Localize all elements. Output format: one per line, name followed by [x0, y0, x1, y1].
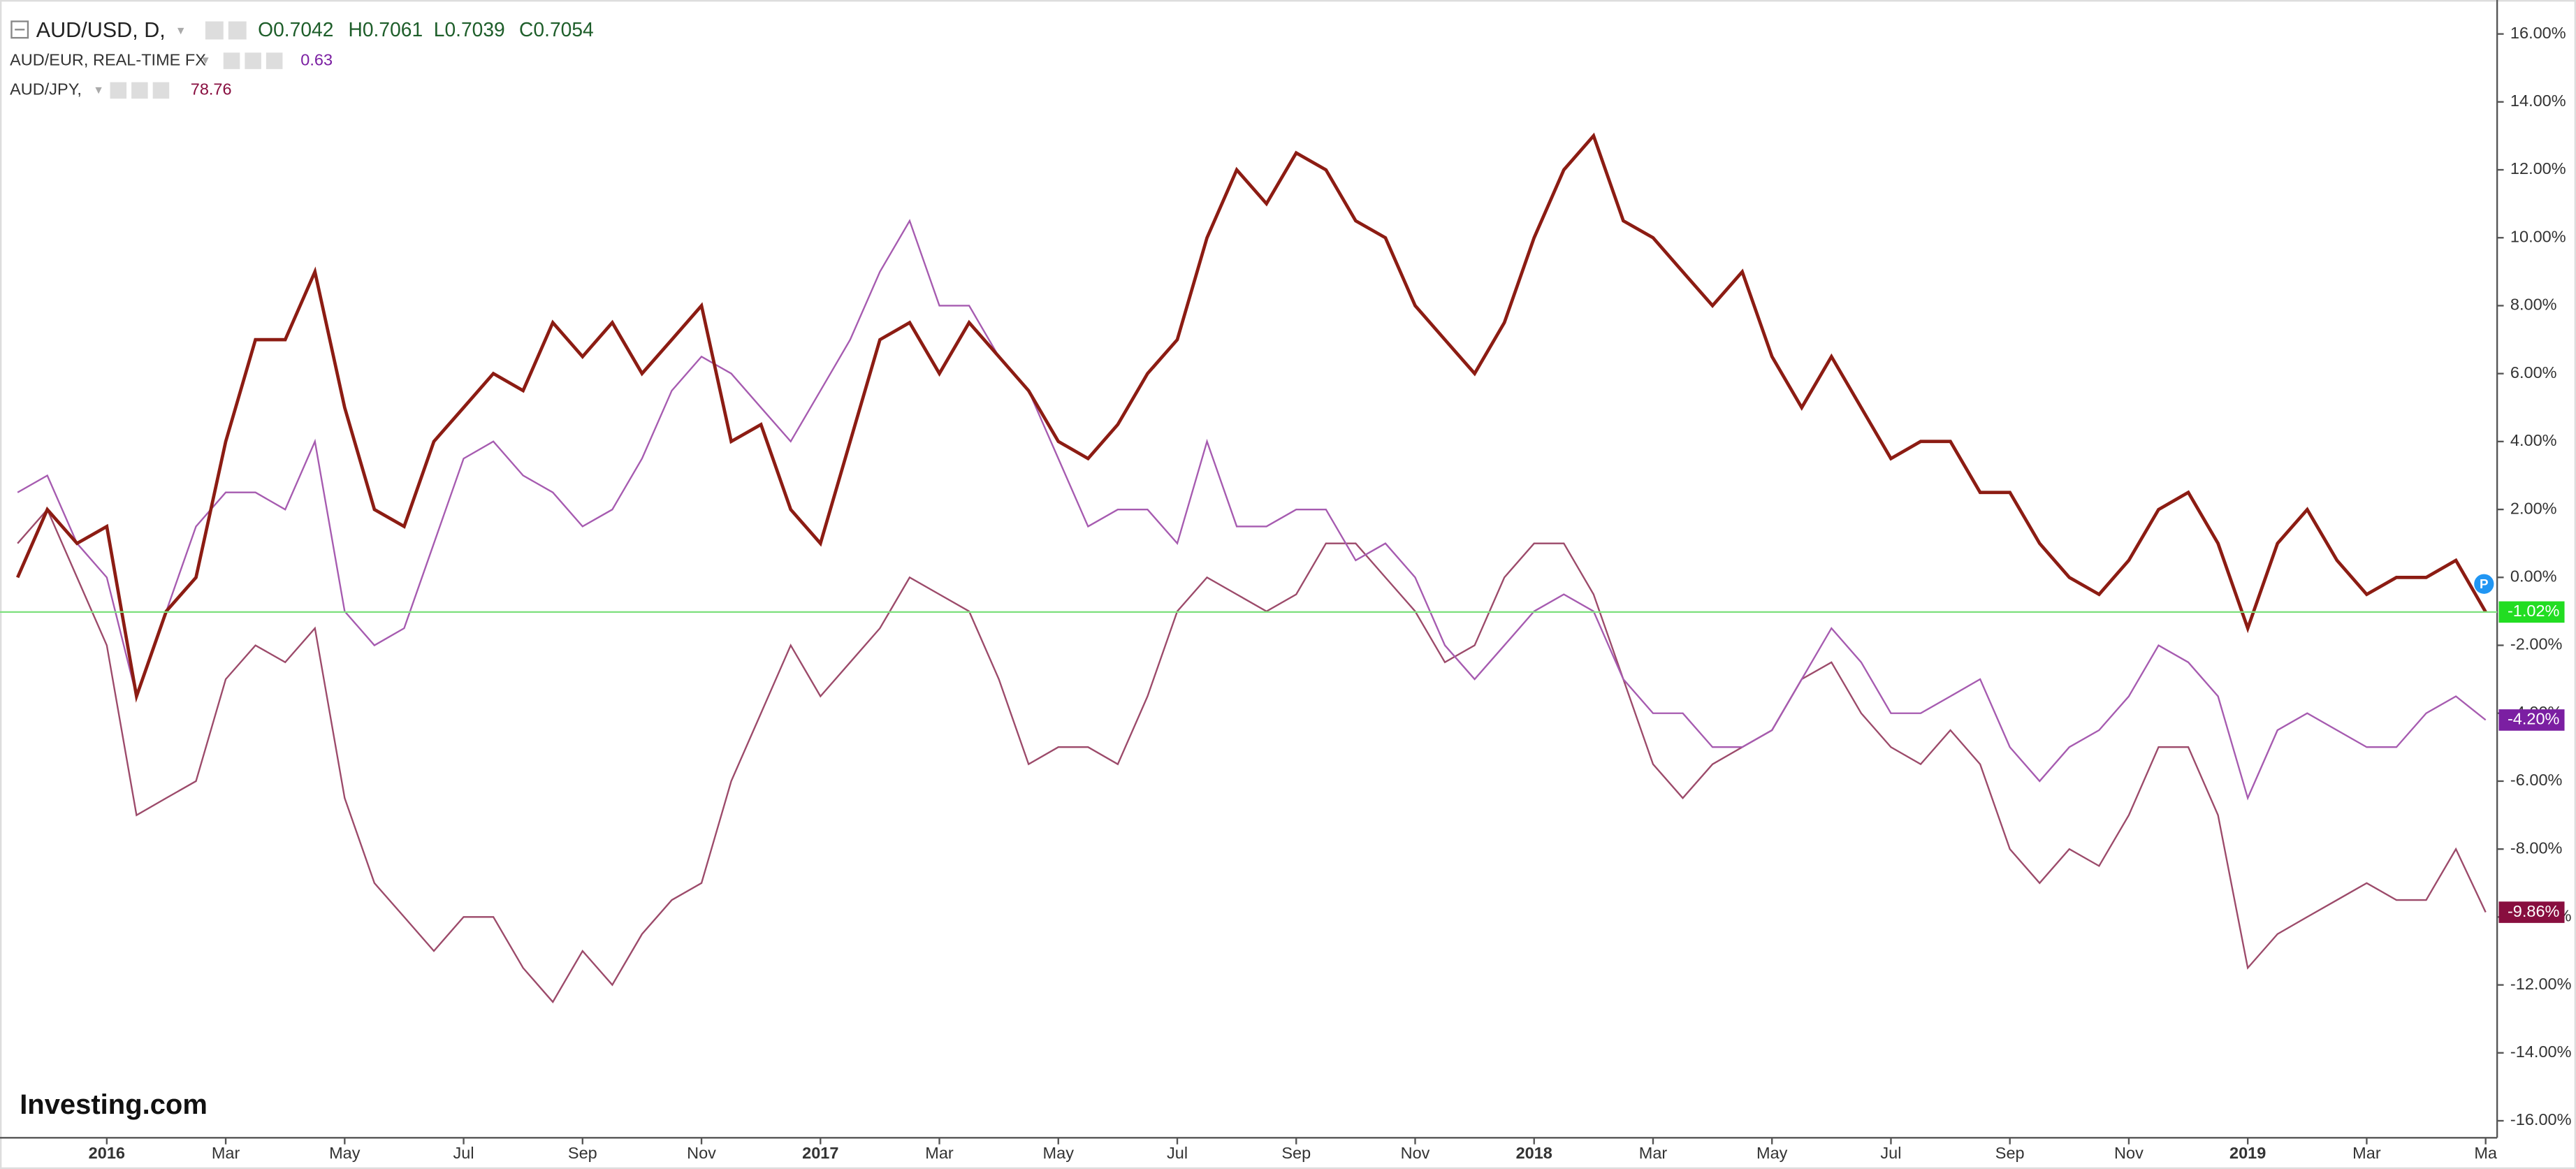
series-line	[17, 508, 2487, 1003]
ohlc-label: H0.7061	[348, 18, 423, 41]
y-tick-label: 6.00%	[2510, 363, 2557, 382]
collapse-icon[interactable]	[10, 20, 29, 39]
settings-icon[interactable]	[265, 52, 283, 69]
x-tick-label: 2019	[2229, 1144, 2266, 1162]
legend-quote: 78.76	[191, 80, 232, 99]
settings-icon[interactable]	[152, 82, 170, 99]
series-line	[17, 219, 2487, 801]
y-tick-label: 12.00%	[2510, 159, 2566, 177]
settings-icon[interactable]	[131, 82, 148, 99]
y-tick-label: 14.00%	[2510, 92, 2566, 110]
x-tick-label: Jul	[1167, 1144, 1188, 1162]
y-tick-label: 2.00%	[2510, 499, 2557, 517]
settings-icon[interactable]	[223, 52, 240, 69]
y-tick-label: 16.00%	[2510, 24, 2566, 42]
dropdown: ▾	[95, 82, 102, 96]
y-tick-label: -16.00%	[2510, 1110, 2572, 1128]
y-tick-label: 10.00%	[2510, 227, 2566, 245]
x-tick-label: May	[1756, 1144, 1788, 1162]
ohlc-label: O0.7042	[258, 18, 333, 41]
value-badge	[2498, 601, 2565, 623]
y-tick-label: -8.00%	[2510, 838, 2563, 857]
x-tick-label: 2016	[89, 1144, 125, 1162]
x-tick-label: May	[1043, 1144, 1075, 1162]
y-tick-label: -14.00%	[2510, 1043, 2572, 1061]
p-marker	[2474, 574, 2494, 594]
legend-entry: AUD/JPY,	[10, 80, 82, 99]
dropdown: ▾	[202, 52, 209, 67]
settings-icon[interactable]	[205, 21, 224, 40]
legend: AUD/USD, D, ▾ O0.7042 H0.7061 L0.7039 C0.7054…	[10, 18, 594, 99]
x-tick-label: May	[329, 1144, 361, 1162]
x-tick-label: Mar	[925, 1144, 954, 1162]
x-tick-label: Nov	[2114, 1144, 2144, 1162]
dropdown: ▾	[177, 23, 184, 38]
x-tick-label: 2017	[802, 1144, 838, 1162]
y-tick-label: -2.00%	[2510, 635, 2563, 653]
value-badge-label: -9.86%	[2508, 902, 2560, 920]
value-badge-label: -1.02%	[2508, 602, 2560, 620]
x-tick-label: Mar	[1639, 1144, 1668, 1162]
x-tick-label: Jul	[453, 1144, 474, 1162]
settings-icon[interactable]	[245, 52, 261, 69]
ohlc-label: C0.7054	[519, 18, 594, 41]
settings-icon[interactable]	[110, 82, 127, 99]
p-marker-label: P	[2480, 576, 2489, 591]
x-tick-label: 2018	[1516, 1144, 1552, 1162]
value-badge-label: -4.20%	[2508, 710, 2560, 728]
y-tick-label: 8.00%	[2510, 296, 2557, 314]
y-tick-label: 4.00%	[2510, 431, 2557, 449]
x-tick-label: Mar	[212, 1144, 240, 1162]
x-tick-label: Mar	[2352, 1144, 2381, 1162]
series-line	[16, 132, 2487, 703]
x-tick-label: Sep	[568, 1144, 597, 1162]
ohlc-label: L0.7039	[434, 18, 505, 41]
x-tick-label: Sep	[1281, 1144, 1311, 1162]
y-tick-label: -12.00%	[2510, 975, 2572, 993]
watermark: Investing.com	[20, 1089, 208, 1120]
y-tick-label: 0.00%	[2510, 567, 2557, 586]
legend-quote: 0.63	[300, 50, 333, 68]
value-badge	[2498, 901, 2565, 923]
legend-entry: AUD/EUR, REAL-TIME FX	[10, 50, 206, 68]
x-tick-label: Nov	[687, 1144, 716, 1162]
settings-icon[interactable]	[228, 21, 247, 40]
x-tick-label: Nov	[1401, 1144, 1430, 1162]
x-tick-label: Sep	[1995, 1144, 2025, 1162]
legend-main: AUD/USD, D,	[36, 18, 166, 42]
x-tick-label: Ma	[2474, 1144, 2498, 1162]
x-tick-label: Jul	[1880, 1144, 1901, 1162]
value-badge	[2498, 709, 2565, 731]
y-tick-label: -6.00%	[2510, 771, 2563, 789]
